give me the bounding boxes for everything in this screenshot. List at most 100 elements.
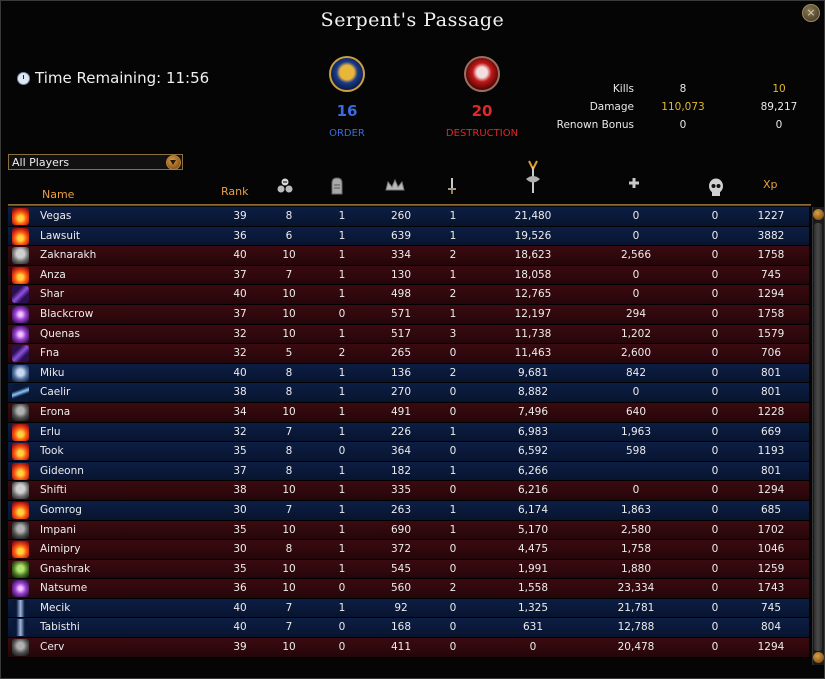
player-row[interactable]: Vegas 39 8 1 260 1 21,480 0 0 1227 xyxy=(8,207,809,227)
career-icon xyxy=(12,521,29,539)
career-icon xyxy=(12,305,29,323)
career-icon xyxy=(12,599,29,617)
column-header-rank[interactable]: Rank xyxy=(221,185,249,198)
column-header-name[interactable]: Name xyxy=(42,188,75,201)
order-emblem-icon xyxy=(329,56,365,92)
player-row[interactable]: Erlu 32 7 1 226 1 6,983 1,963 0 669 xyxy=(8,422,809,443)
cell-deaths: 1 xyxy=(338,601,346,614)
player-row[interactable]: Quenas 32 10 1 517 3 11,738 1,202 0 1579 xyxy=(8,324,809,345)
cell-renown: 92 xyxy=(394,601,408,614)
cell-deaths: 1 xyxy=(338,562,346,575)
player-row[interactable]: Miku 40 8 1 136 2 9,681 842 0 801 xyxy=(8,363,809,384)
player-row[interactable]: Gnashrak 35 10 1 545 0 1,991 1,880 0 1259 xyxy=(8,559,809,580)
cell-damage: 6,216 xyxy=(517,484,549,497)
cell-renown: 545 xyxy=(390,562,412,575)
chevron-down-icon[interactable] xyxy=(166,155,181,170)
cell-protection: 0 xyxy=(711,405,719,418)
cell-death-blows: 0 xyxy=(449,445,457,458)
career-icon xyxy=(12,325,29,343)
cell-death-blows: 0 xyxy=(449,484,457,497)
cell-renown: 690 xyxy=(390,523,412,536)
cell-kills: 8 xyxy=(285,543,293,556)
cell-rank: 30 xyxy=(233,543,247,556)
stat-label: Kills xyxy=(612,83,634,95)
player-row[interactable]: Cerv 39 10 0 411 0 0 20,478 0 1294 xyxy=(8,638,809,658)
player-row[interactable]: Tabisthi 40 7 0 168 0 631 12,788 0 804 xyxy=(8,618,809,639)
cell-kills: 5 xyxy=(285,347,293,360)
cell-renown: 498 xyxy=(390,288,412,301)
cell-damage: 6,592 xyxy=(517,445,549,458)
stat-order-value: 0 xyxy=(679,119,687,131)
cell-rank: 35 xyxy=(233,523,247,536)
axe-icon[interactable] xyxy=(525,159,541,195)
cell-deaths: 1 xyxy=(338,327,346,340)
player-row[interactable]: Anza 37 7 1 130 1 18,058 0 0 745 xyxy=(8,265,809,286)
cell-player-name: Impani xyxy=(40,523,76,536)
cell-renown: 335 xyxy=(390,484,412,497)
player-row[interactable]: Shar 40 10 1 498 2 12,765 0 0 1294 xyxy=(8,285,809,305)
cell-xp: 745 xyxy=(760,601,782,614)
cell-damage: 12,197 xyxy=(514,307,552,320)
cell-kills: 10 xyxy=(282,307,296,320)
close-icon[interactable]: × xyxy=(802,4,820,22)
cell-renown: 364 xyxy=(390,445,412,458)
player-row[interactable]: Natsume 36 10 0 560 2 1,558 23,334 0 1743 xyxy=(8,579,809,599)
career-icon xyxy=(12,639,29,657)
player-filter-dropdown[interactable]: All Players xyxy=(8,154,183,170)
cell-renown: 182 xyxy=(390,464,412,477)
cell-death-blows: 2 xyxy=(449,288,457,301)
career-icon xyxy=(12,403,29,421)
player-list: Vegas 39 8 1 260 1 21,480 0 0 1227 Lawsuit 36 6 1 639 1… xyxy=(8,207,809,658)
cell-healing: 2,580 xyxy=(620,523,652,536)
cell-renown: 571 xyxy=(390,307,412,320)
tombstone-icon[interactable] xyxy=(329,177,345,195)
cell-damage: 631 xyxy=(522,621,544,634)
cell-player-name: Took xyxy=(40,445,64,458)
scroll-up-icon[interactable] xyxy=(813,209,824,220)
career-icon xyxy=(12,384,29,402)
cell-renown: 491 xyxy=(390,405,412,418)
player-row[interactable]: Gideonn 37 8 1 182 1 6,266 0 801 xyxy=(8,461,809,482)
cell-kills: 7 xyxy=(285,268,293,281)
crown-icon[interactable] xyxy=(385,177,405,195)
player-row[interactable]: Fna 32 5 2 265 0 11,463 2,600 0 706 xyxy=(8,344,809,364)
player-row[interactable]: Gomrog 30 7 1 263 1 6,174 1,863 0 685 xyxy=(8,500,809,521)
cell-player-name: Shar xyxy=(40,288,65,301)
skulls-icon[interactable] xyxy=(277,177,293,195)
player-row[interactable]: Erona 34 10 1 491 0 7,496 640 0 1228 xyxy=(8,402,809,423)
stat-label: Renown Bonus xyxy=(556,119,634,131)
player-row[interactable]: Aimipry 30 8 1 372 0 4,475 1,758 0 1046 xyxy=(8,540,809,560)
cell-kills: 8 xyxy=(285,445,293,458)
cell-xp: 706 xyxy=(760,347,782,360)
cell-damage: 4,475 xyxy=(517,543,549,556)
player-row[interactable]: Shifti 38 10 1 335 0 6,216 0 0 1294 xyxy=(8,481,809,501)
cell-death-blows: 1 xyxy=(449,307,457,320)
cell-rank: 37 xyxy=(233,307,247,320)
player-row[interactable]: Blackcrow 37 10 0 571 1 12,197 294 0 1758 xyxy=(8,304,809,325)
cell-death-blows: 2 xyxy=(449,582,457,595)
player-row[interactable]: Caelir 38 8 1 270 0 8,882 0 0 801 xyxy=(8,383,809,403)
dagger-icon[interactable] xyxy=(447,177,457,195)
cell-protection: 0 xyxy=(711,347,719,360)
cell-healing: 0 xyxy=(632,386,640,399)
scroll-thumb[interactable] xyxy=(814,223,822,651)
player-row[interactable]: Zaknarakh 40 10 1 334 2 18,623 2,566 0 1758 xyxy=(8,246,809,266)
healing-cross-icon[interactable] xyxy=(628,177,640,195)
cell-xp: 1758 xyxy=(757,307,785,320)
cell-death-blows: 0 xyxy=(449,562,457,575)
cell-protection: 0 xyxy=(711,386,719,399)
cell-kills: 10 xyxy=(282,405,296,418)
player-row[interactable]: Took 35 8 0 364 0 6,592 598 0 1193 xyxy=(8,442,809,462)
player-row[interactable]: Impani 35 10 1 690 1 5,170 2,580 0 1702 xyxy=(8,520,809,541)
player-row[interactable]: Mecik 40 7 1 92 0 1,325 21,781 0 745 xyxy=(8,598,809,619)
scrollbar[interactable] xyxy=(812,207,824,665)
cell-rank: 35 xyxy=(233,562,247,575)
time-remaining-label: Time Remaining: 11:56 xyxy=(35,69,210,87)
column-header-xp[interactable]: Xp xyxy=(763,178,778,191)
player-row[interactable]: Lawsuit 36 6 1 639 1 19,526 0 0 3882 xyxy=(8,226,809,247)
skull-icon[interactable] xyxy=(707,177,725,199)
cell-rank: 32 xyxy=(233,327,247,340)
scroll-down-icon[interactable] xyxy=(813,652,824,663)
cell-player-name: Vegas xyxy=(40,210,72,222)
